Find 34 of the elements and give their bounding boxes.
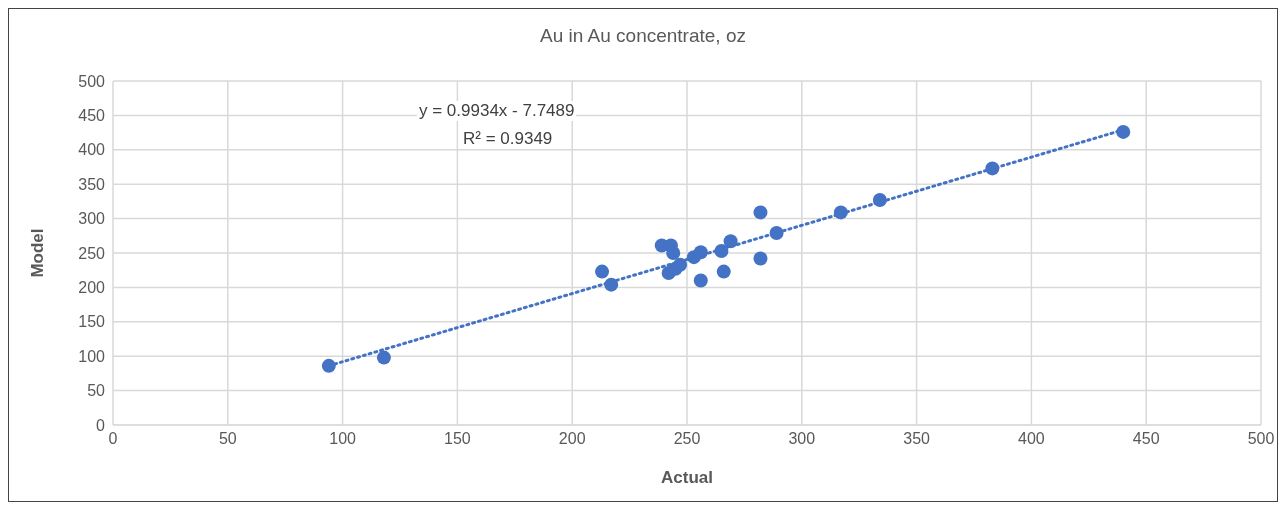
- x-tick-label: 250: [673, 430, 701, 448]
- annotation: y = 0.9934x - 7.7489: [417, 101, 577, 121]
- y-tick-label: 0: [96, 416, 106, 434]
- x-tick-label: 200: [558, 430, 586, 448]
- x-tick-label: 300: [788, 430, 816, 448]
- point: [666, 246, 681, 260]
- y-tick-label: 500: [78, 72, 106, 90]
- x-tick-label: 50: [218, 430, 237, 448]
- annotation: R² = 0.9349: [461, 129, 555, 149]
- x-tick-label: 500: [1247, 430, 1275, 448]
- x-tick-label: 450: [1132, 430, 1160, 448]
- y-tick-label: 350: [78, 175, 106, 193]
- x-axis-title: Actual: [661, 468, 713, 487]
- point: [753, 251, 768, 266]
- point: [693, 273, 708, 288]
- chart-title: Au in Au concentrate, oz: [539, 25, 747, 47]
- y-tick-label: 450: [78, 107, 106, 125]
- y-tick-label: 400: [78, 141, 106, 159]
- point: [376, 350, 391, 365]
- x-tick-label: 150: [444, 430, 471, 448]
- y-tick-label: 50: [87, 382, 106, 400]
- y-tick-label: 100: [78, 347, 106, 365]
- x-tick-label: 400: [1018, 430, 1045, 448]
- y-tick-label: 200: [78, 279, 106, 297]
- point: [753, 205, 768, 220]
- x-tick-label: 350: [903, 430, 931, 448]
- y-tick-label: 150: [78, 313, 106, 331]
- x-tick-label: 0: [108, 430, 118, 448]
- point: [595, 264, 610, 279]
- point: [716, 264, 731, 279]
- x-tick-label: 100: [329, 430, 357, 448]
- y-tick-label: 300: [78, 210, 106, 228]
- y-axis-title: Model: [28, 228, 48, 278]
- y-tick-label: 250: [78, 244, 106, 262]
